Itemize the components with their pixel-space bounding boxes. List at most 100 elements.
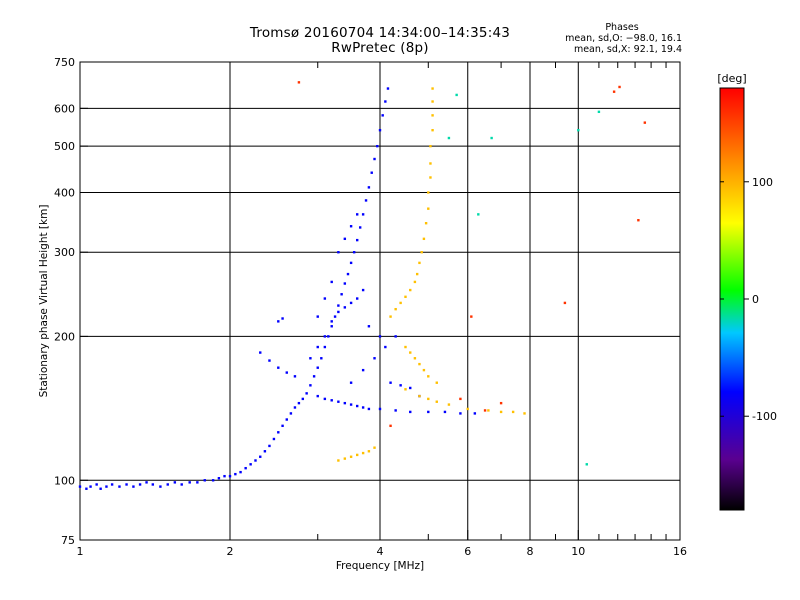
- data-point: [361, 288, 365, 292]
- data-point: [459, 397, 462, 401]
- data-point: [422, 237, 426, 241]
- data-point: [424, 222, 428, 225]
- data-point: [384, 345, 387, 349]
- data-point: [285, 371, 288, 374]
- data-point: [612, 90, 616, 93]
- data-point: [361, 213, 365, 216]
- data-point: [585, 463, 588, 466]
- data-point: [413, 357, 417, 360]
- data-point: [228, 474, 232, 478]
- x-tick-label: 16: [673, 545, 687, 558]
- data-point: [316, 366, 319, 369]
- data-point: [105, 485, 108, 488]
- data-point: [404, 388, 407, 391]
- data-point: [320, 357, 323, 360]
- data-point: [323, 397, 327, 401]
- data-point: [429, 162, 432, 165]
- data-point: [239, 470, 242, 474]
- data-point: [352, 251, 356, 254]
- data-point: [337, 459, 340, 462]
- data-point: [277, 320, 280, 323]
- data-point: [312, 375, 316, 378]
- data-point: [466, 407, 469, 411]
- data-point: [203, 479, 206, 482]
- data-point: [418, 261, 421, 265]
- data-point: [394, 307, 397, 311]
- data-point: [211, 479, 215, 482]
- data-point: [427, 410, 430, 414]
- data-point: [330, 399, 333, 402]
- data-point: [409, 288, 412, 292]
- data-point: [431, 114, 434, 117]
- data-point: [577, 128, 580, 132]
- data-point: [394, 409, 397, 412]
- data-point: [343, 457, 347, 460]
- x-tick-label: 6: [464, 545, 471, 558]
- data-point: [349, 261, 353, 265]
- data-point: [327, 335, 330, 338]
- data-point: [386, 87, 390, 90]
- data-point: [447, 403, 451, 406]
- colorbar-tick-label: -100: [752, 410, 777, 423]
- data-point: [409, 351, 412, 354]
- data-point: [316, 315, 319, 318]
- data-point: [85, 487, 88, 490]
- data-point: [399, 384, 402, 387]
- y-tick-label: 100: [54, 474, 75, 487]
- data-point: [343, 306, 347, 309]
- data-point: [349, 403, 353, 406]
- data-point: [89, 485, 92, 488]
- data-point: [389, 315, 392, 318]
- data-point: [597, 110, 601, 114]
- data-point: [259, 455, 262, 458]
- data-point: [355, 297, 359, 300]
- colorbar: 100 0 -100 [deg]: [717, 72, 777, 511]
- y-tick-label: 200: [54, 330, 75, 343]
- data-point: [78, 485, 82, 488]
- data-point: [337, 310, 340, 314]
- data-point: [427, 375, 430, 378]
- data-point: [305, 392, 308, 395]
- data-point: [263, 450, 267, 453]
- data-point: [470, 315, 473, 318]
- data-point: [399, 301, 402, 305]
- data-point: [361, 451, 365, 455]
- data-point: [272, 437, 276, 441]
- plot-area: 1 2 4 6 8 10 16 75 100 200 300 400 500 600 750 Frequenc…: [38, 56, 687, 572]
- data-point: [333, 315, 337, 318]
- data-point: [443, 410, 447, 414]
- data-point: [268, 359, 271, 362]
- data-point: [418, 394, 421, 398]
- data-point: [370, 171, 373, 174]
- data-point: [394, 335, 397, 338]
- data-point: [367, 450, 371, 453]
- data-point: [132, 485, 135, 488]
- x-tick-label: 4: [377, 545, 384, 558]
- data-point: [301, 397, 305, 401]
- data-point: [297, 81, 301, 84]
- data-point: [427, 191, 430, 194]
- data-point: [159, 485, 162, 488]
- data-point: [373, 446, 376, 449]
- data-point: [447, 136, 451, 140]
- data-point: [95, 483, 98, 486]
- data-point: [173, 481, 177, 484]
- data-point: [349, 301, 353, 305]
- data-point: [523, 412, 526, 415]
- data-point: [349, 381, 353, 384]
- data-point: [431, 100, 434, 103]
- data-point: [330, 280, 333, 284]
- data-point: [409, 410, 412, 414]
- data-point: [125, 483, 128, 486]
- y-axis-label: Stationary phase Virtual Height [km]: [38, 205, 50, 398]
- data-point: [309, 384, 312, 387]
- data-point: [367, 325, 371, 328]
- data-point: [355, 213, 359, 216]
- data-point: [420, 251, 423, 254]
- y-tick-label: 300: [54, 246, 75, 259]
- data-point: [384, 100, 387, 103]
- data-point: [268, 444, 271, 448]
- y-tick-label: 750: [54, 56, 75, 69]
- y-tick-label: 500: [54, 140, 75, 153]
- data-point: [330, 320, 333, 323]
